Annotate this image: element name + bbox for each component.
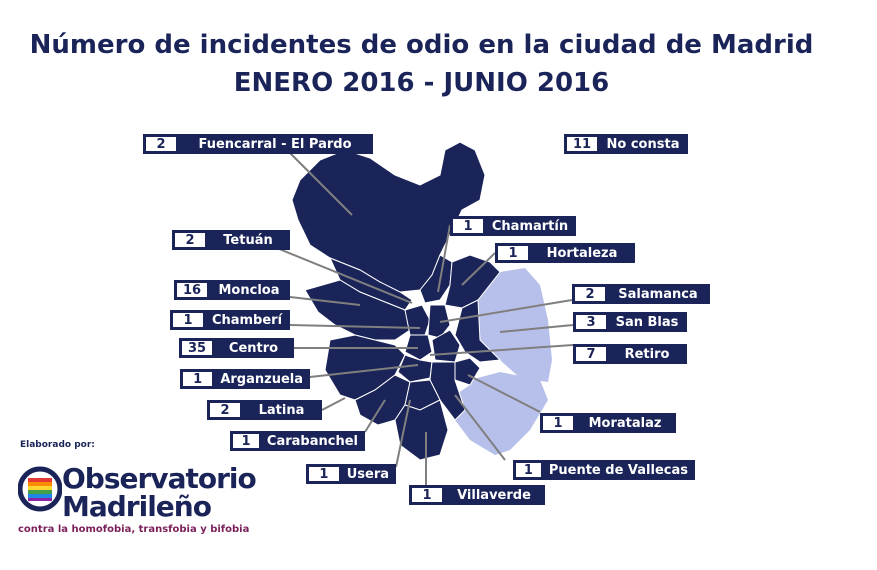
count-moncloa: 16: [175, 281, 209, 299]
label-moratalaz: 1 Moratalaz: [540, 413, 676, 433]
district-moncloa: [304, 279, 411, 341]
name-hortaleza: Hortaleza: [546, 245, 618, 261]
name-san-blas: San Blas: [615, 314, 679, 330]
label-salamanca: 2 Salamanca: [572, 284, 710, 304]
name-carabanchel: Carabanchel: [266, 433, 358, 449]
name-chamartin: Chamartín: [491, 218, 569, 234]
name-fuencarral: Fuencarral - El Pardo: [198, 136, 352, 152]
count-puente-vallecas: 1: [514, 461, 543, 479]
name-moratalaz: Moratalaz: [588, 415, 662, 431]
count-tetuan: 2: [173, 231, 207, 249]
count-villaverde: 1: [410, 486, 444, 504]
district-arganzuela: [397, 354, 433, 383]
label-retiro: 7 Retiro: [573, 344, 687, 364]
count-fuencarral: 2: [144, 135, 178, 153]
district-centro: [404, 334, 433, 361]
count-salamanca: 2: [573, 285, 607, 303]
count-latina: 2: [208, 401, 242, 419]
district-san-blas: [454, 299, 502, 363]
name-usera: Usera: [346, 466, 389, 482]
logo-subtitle: contra la homofobia, transfobia y bifobi…: [18, 524, 250, 535]
count-no-consta: 11: [565, 135, 599, 153]
district-villaverde: [394, 399, 449, 461]
district-hortaleza: [444, 254, 501, 309]
label-tetuan: 2 Tetuán: [172, 230, 290, 250]
district-chamberi: [404, 304, 431, 336]
leader-lines: [261, 152, 574, 485]
label-chamartin: 1 Chamartín: [450, 216, 576, 236]
count-san-blas: 3: [574, 313, 608, 331]
logo-title-line1: Observatorio: [62, 462, 257, 495]
name-moncloa: Moncloa: [218, 282, 280, 298]
label-puente-vallecas: 1 Puente de Vallecas: [513, 460, 695, 480]
name-puente-vallecas: Puente de Vallecas: [548, 462, 688, 478]
name-arganzuela: Arganzuela: [220, 371, 303, 387]
name-retiro: Retiro: [624, 346, 670, 362]
label-hortaleza: 1 Hortaleza: [495, 243, 635, 263]
map-title: Número de incidentes de odio en la ciuda…: [29, 30, 814, 60]
logo-title-line2: Madrileño: [62, 490, 212, 523]
label-latina: 2 Latina: [207, 400, 322, 420]
name-chamberi: Chamberí: [211, 312, 283, 328]
label-carabanchel: 1 Carabanchel: [230, 431, 365, 451]
map-subtitle: ENERO 2016 - JUNIO 2016: [233, 68, 610, 98]
name-tetuan: Tetuán: [223, 232, 273, 248]
name-no-consta: No consta: [606, 136, 680, 152]
count-carabanchel: 1: [231, 432, 261, 450]
label-villaverde: 1 Villaverde: [409, 485, 545, 505]
count-retiro: 7: [574, 345, 608, 363]
district-barajas-area: [478, 268, 552, 382]
count-usera: 1: [307, 465, 341, 483]
elaborated-by-label: Elaborado por:: [20, 440, 95, 450]
observatorio-logo: Observatorio Madrileño contra la homofob…: [18, 462, 257, 535]
label-centro: 35 Centro: [179, 338, 294, 358]
name-latina: Latina: [258, 402, 305, 418]
count-chamberi: 1: [171, 311, 205, 329]
count-moratalaz: 1: [541, 414, 575, 432]
rainbow-logo-icon: [18, 466, 62, 512]
count-centro: 35: [180, 339, 214, 357]
label-moncloa: 16 Moncloa: [174, 280, 290, 300]
count-hortaleza: 1: [496, 244, 530, 262]
label-san-blas: 3 San Blas: [573, 312, 687, 332]
label-fuencarral: 2 Fuencarral - El Pardo: [143, 134, 373, 154]
count-arganzuela: 1: [181, 370, 215, 388]
district-salamanca: [427, 304, 451, 339]
label-chamberi: 1 Chamberí: [170, 310, 290, 330]
label-usera: 1 Usera: [306, 464, 396, 484]
count-chamartin: 1: [451, 217, 485, 235]
name-villaverde: Villaverde: [457, 487, 531, 503]
label-no-consta: 11 No consta: [564, 134, 688, 154]
name-salamanca: Salamanca: [618, 286, 698, 302]
label-arganzuela: 1 Arganzuela: [180, 369, 310, 389]
name-centro: Centro: [228, 340, 279, 356]
